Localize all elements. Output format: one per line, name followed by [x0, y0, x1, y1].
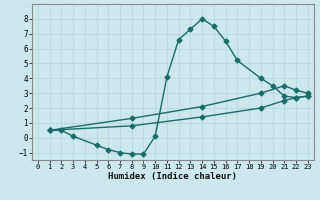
X-axis label: Humidex (Indice chaleur): Humidex (Indice chaleur) — [108, 172, 237, 181]
